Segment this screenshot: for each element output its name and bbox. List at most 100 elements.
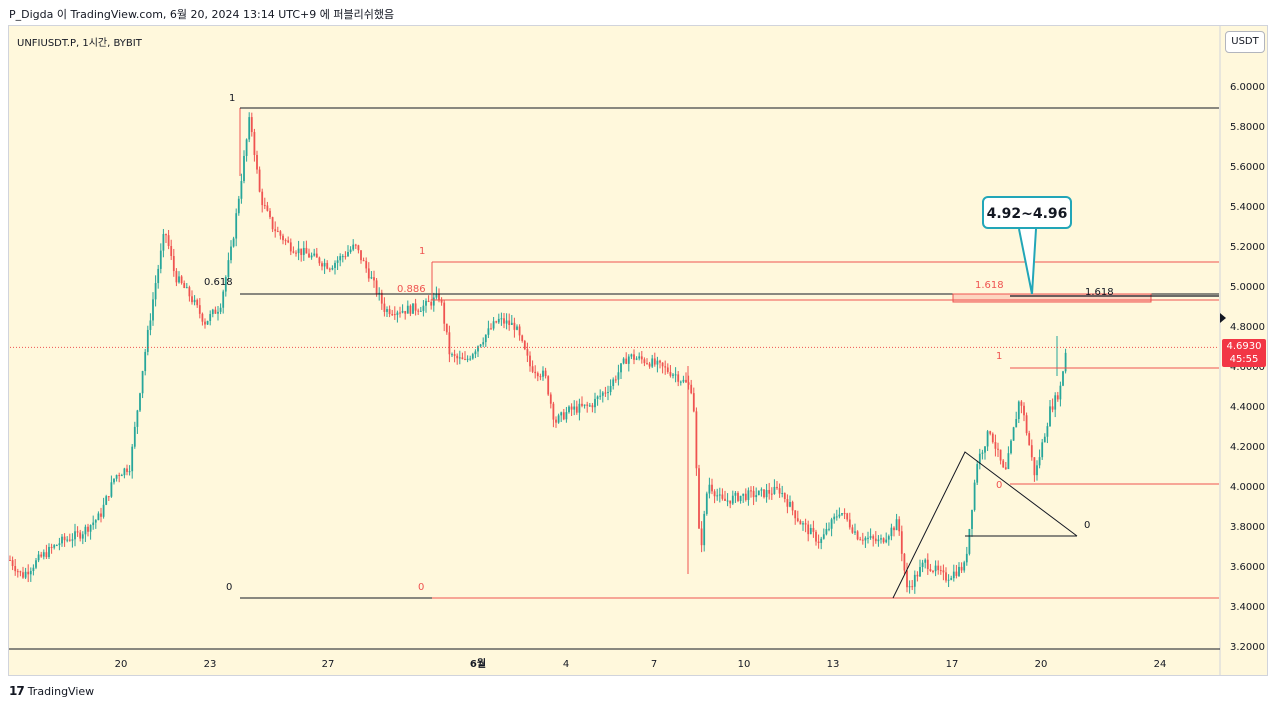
candle-body — [118, 475, 121, 477]
candle-body — [191, 296, 193, 303]
candle-body — [297, 248, 300, 254]
last-price-value: 4.6930 — [1226, 341, 1262, 352]
candle-body — [737, 492, 739, 501]
candle-body — [414, 303, 417, 311]
candle-body — [552, 403, 555, 420]
candle-body — [393, 314, 396, 316]
currency-button[interactable]: USDT — [1225, 31, 1265, 53]
candle-body — [612, 379, 615, 386]
candle-body — [913, 574, 916, 587]
candle-body — [352, 244, 355, 250]
candle-body — [516, 326, 518, 330]
candle-body — [383, 303, 386, 312]
candle-body — [1054, 395, 1057, 410]
candle-body — [253, 132, 256, 155]
candle-body — [388, 309, 391, 315]
candle-body — [471, 354, 474, 359]
candle-body — [690, 384, 693, 394]
candle-body — [968, 528, 971, 554]
candle-body — [586, 404, 589, 406]
candle-body — [547, 376, 550, 395]
x-tick-label: 23 — [204, 659, 217, 670]
candle-body — [841, 513, 843, 515]
x-tick-label: 7 — [651, 659, 657, 670]
candle-body — [243, 155, 245, 182]
candle-body — [66, 539, 69, 541]
candle-body — [100, 513, 102, 517]
candle-body — [185, 287, 188, 289]
candle-body — [167, 235, 170, 247]
candle-body — [360, 250, 362, 261]
candle-body — [536, 373, 539, 377]
candle-body — [1017, 401, 1020, 420]
candle-body — [747, 490, 750, 500]
candle-body — [828, 528, 830, 530]
candle-body — [232, 238, 235, 247]
x-tick-label: 10 — [738, 659, 751, 670]
candle-body — [963, 562, 966, 571]
candle-body — [209, 314, 212, 321]
candle-body — [188, 287, 191, 297]
candle-body — [544, 370, 547, 377]
candle-body — [885, 539, 888, 543]
candle-body — [703, 513, 706, 546]
candle-body — [812, 527, 815, 532]
candle-body — [222, 291, 225, 308]
candle-body — [599, 395, 602, 397]
candle-body — [763, 489, 765, 498]
chart-frame[interactable] — [8, 25, 1268, 676]
candle-body — [778, 488, 781, 494]
candle-body — [583, 404, 586, 406]
candle-body — [700, 528, 703, 546]
candle-body — [240, 181, 243, 199]
candle-body — [757, 490, 760, 496]
y-tick-label: 4.8000 — [1230, 322, 1265, 333]
candle-body — [539, 376, 542, 378]
candle-body — [430, 301, 433, 306]
candle-body — [1056, 395, 1059, 400]
candle-body — [609, 385, 612, 393]
candle-body — [677, 374, 680, 382]
fib-level-label: 0 — [996, 480, 1002, 491]
fib-level-label: 1.618 — [975, 280, 1004, 291]
candle-body — [42, 552, 45, 557]
candle-body — [310, 255, 313, 258]
candle-body — [313, 253, 316, 256]
candle-body — [105, 496, 108, 505]
candle-body — [661, 362, 664, 367]
y-tick-label: 3.6000 — [1230, 562, 1265, 573]
candle-body — [237, 198, 240, 214]
candle-body — [9, 560, 11, 561]
candle-body — [120, 475, 123, 477]
candle-body — [1010, 440, 1012, 454]
candle-body — [893, 527, 895, 531]
candle-body — [880, 538, 882, 540]
candle-body — [50, 546, 53, 548]
candle-body — [630, 354, 633, 357]
candle-body — [354, 244, 357, 246]
candle-body — [557, 415, 560, 423]
candle-body — [978, 453, 981, 465]
candle-body — [822, 534, 825, 539]
y-tick-label: 5.2000 — [1230, 242, 1265, 253]
target-callout[interactable]: 4.92~4.96 — [982, 196, 1072, 229]
candle-body — [328, 268, 331, 270]
candle-body — [484, 334, 487, 343]
candle-body — [965, 553, 968, 563]
candle-body — [513, 322, 516, 330]
candle-body — [58, 543, 61, 546]
candle-body — [651, 358, 654, 367]
candle-body — [32, 567, 35, 571]
candle-body — [183, 283, 186, 288]
fib-level-label: 0 — [418, 582, 424, 593]
candle-body — [331, 267, 334, 270]
candle-body — [341, 256, 344, 258]
candle-body — [952, 571, 955, 579]
candle-body — [162, 234, 165, 251]
candle-body — [843, 513, 846, 515]
tradingview-logo[interactable]: 17 TradingView — [9, 684, 94, 698]
candle-body — [445, 323, 448, 333]
candle-body — [867, 537, 869, 539]
fib-level-label: 1 — [996, 351, 1002, 362]
